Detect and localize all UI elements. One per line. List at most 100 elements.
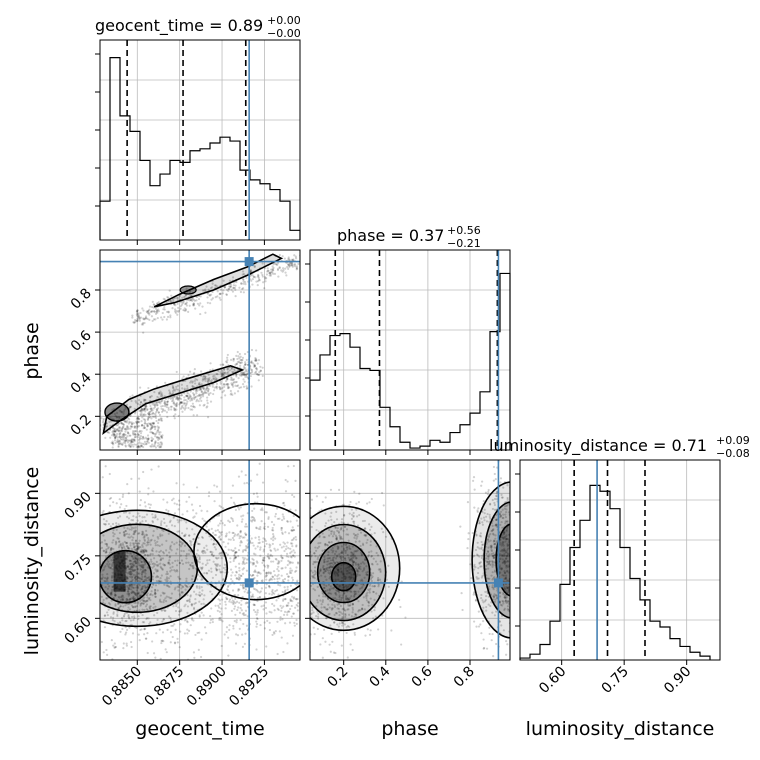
sample-point xyxy=(346,598,349,601)
sample-point xyxy=(159,431,162,434)
sample-point xyxy=(203,377,207,380)
sample-point xyxy=(149,416,152,419)
sample-point xyxy=(162,599,166,602)
sample-point xyxy=(279,584,282,587)
sample-point xyxy=(317,542,320,545)
sample-point xyxy=(150,413,153,416)
sample-point xyxy=(126,564,129,567)
sample-point xyxy=(297,601,300,605)
sample-point xyxy=(296,615,298,617)
sample-point xyxy=(240,535,243,538)
sample-point xyxy=(233,503,237,506)
sample-point xyxy=(342,586,345,589)
sample-point xyxy=(324,542,327,546)
sample-point xyxy=(144,627,147,630)
sample-point xyxy=(199,312,202,316)
sample-point xyxy=(281,557,284,560)
sample-point xyxy=(189,594,192,597)
sample-point xyxy=(280,526,283,530)
sample-point xyxy=(142,551,145,554)
sample-point xyxy=(235,374,238,377)
sample-point xyxy=(136,558,139,561)
sample-point xyxy=(107,608,110,611)
sample-point xyxy=(268,628,272,632)
sample-point xyxy=(295,267,299,270)
panel-frame xyxy=(309,249,511,451)
sample-point xyxy=(151,575,155,578)
sample-point xyxy=(229,389,232,393)
sample-point xyxy=(289,561,293,564)
sample-point xyxy=(343,557,347,560)
sample-point xyxy=(136,317,139,321)
sample-point xyxy=(118,427,121,430)
sample-point xyxy=(230,383,234,386)
sample-point xyxy=(154,605,157,608)
sample-point xyxy=(219,298,222,301)
sample-point xyxy=(155,570,158,573)
sample-point xyxy=(125,427,128,430)
sample-point xyxy=(127,422,130,425)
sample-point xyxy=(137,312,140,315)
sample-point xyxy=(175,408,178,411)
sample-point xyxy=(126,431,129,434)
sample-point xyxy=(234,288,237,291)
y-tick-label: 0.4 xyxy=(68,370,95,397)
sample-point xyxy=(244,375,247,379)
sample-point xyxy=(196,295,199,299)
sample-point xyxy=(254,553,257,556)
sample-point xyxy=(198,388,201,392)
sample-point xyxy=(242,586,246,590)
sample-point xyxy=(231,549,234,553)
sample-point xyxy=(162,563,165,566)
sample-point xyxy=(157,563,160,566)
sample-point xyxy=(347,566,350,569)
sample-point xyxy=(265,612,268,615)
sample-point xyxy=(250,361,253,364)
sample-point xyxy=(162,297,165,300)
sample-point xyxy=(203,388,206,391)
sample-point xyxy=(239,583,242,587)
sample-point xyxy=(369,544,372,547)
sample-point xyxy=(183,387,186,390)
sample-point xyxy=(333,533,336,536)
sample-point xyxy=(128,552,131,555)
sample-point xyxy=(186,400,189,403)
sample-point xyxy=(220,551,223,555)
sample-point xyxy=(107,560,110,563)
sample-point xyxy=(153,404,156,407)
sample-point xyxy=(200,592,203,596)
sample-point xyxy=(147,386,150,390)
sample-point xyxy=(354,590,357,593)
sample-point xyxy=(270,537,273,540)
sample-point xyxy=(313,569,316,572)
sample-point xyxy=(212,543,215,546)
sample-point xyxy=(118,540,121,543)
sample-point xyxy=(185,584,188,588)
sample-point xyxy=(334,534,338,537)
sample-point xyxy=(138,580,141,583)
sample-point xyxy=(150,427,154,430)
sample-point xyxy=(269,554,272,557)
sample-point xyxy=(166,628,169,631)
sample-point xyxy=(250,537,253,540)
sample-point xyxy=(237,576,241,579)
sample-point xyxy=(192,564,195,567)
sample-point xyxy=(218,292,222,295)
sample-point xyxy=(171,307,174,310)
sample-point xyxy=(337,570,340,573)
sample-point xyxy=(114,543,117,546)
sample-point xyxy=(129,439,133,442)
sample-point xyxy=(351,611,354,614)
sample-point xyxy=(377,583,380,586)
sample-point xyxy=(369,629,372,632)
sample-point xyxy=(338,555,341,558)
sample-point xyxy=(278,517,281,520)
sample-point xyxy=(282,269,285,272)
sample-point xyxy=(153,444,156,448)
sample-point xyxy=(151,411,155,415)
sample-point xyxy=(340,518,344,521)
sample-point xyxy=(96,434,98,436)
sample-point xyxy=(160,609,163,612)
sample-point xyxy=(287,263,290,266)
sample-point xyxy=(181,591,184,594)
